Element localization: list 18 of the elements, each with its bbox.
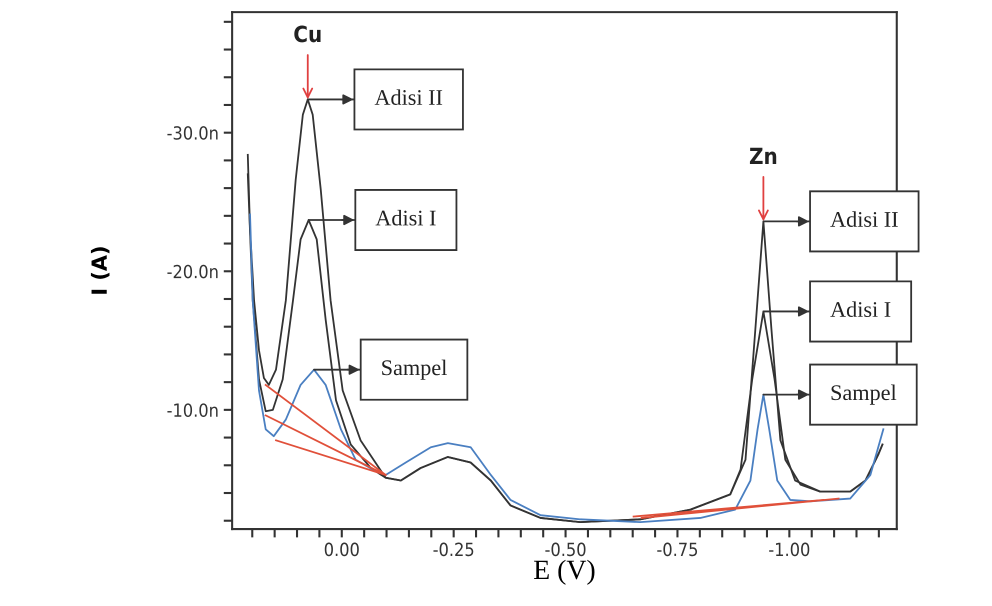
y-tick-label: -20.0n [167, 264, 218, 278]
annotation: Zn [750, 148, 776, 164]
x-tick-label: -1.00 [769, 542, 810, 556]
y-axis-title: I (A) [90, 247, 110, 294]
annotation: Sampel [382, 360, 447, 380]
y-tick-label: -10.0n [167, 403, 218, 417]
x-tick-label: -0.50 [545, 542, 586, 556]
x-tick-label: -0.75 [657, 542, 698, 556]
annotation: Adisi I [830, 301, 890, 318]
annotation: Adisi II [830, 211, 898, 227]
annotation: Adisi I [376, 210, 436, 226]
y-tick-label: -30.0n [167, 126, 218, 140]
annotation: Cu [294, 26, 321, 42]
x-tick-label: 0.00 [324, 542, 359, 556]
annotation: Adisi II [374, 89, 442, 105]
x-axis-title: E (V) [534, 560, 594, 585]
x-tick-label: -0.25 [433, 542, 474, 556]
annotation: Sampel [832, 384, 896, 405]
